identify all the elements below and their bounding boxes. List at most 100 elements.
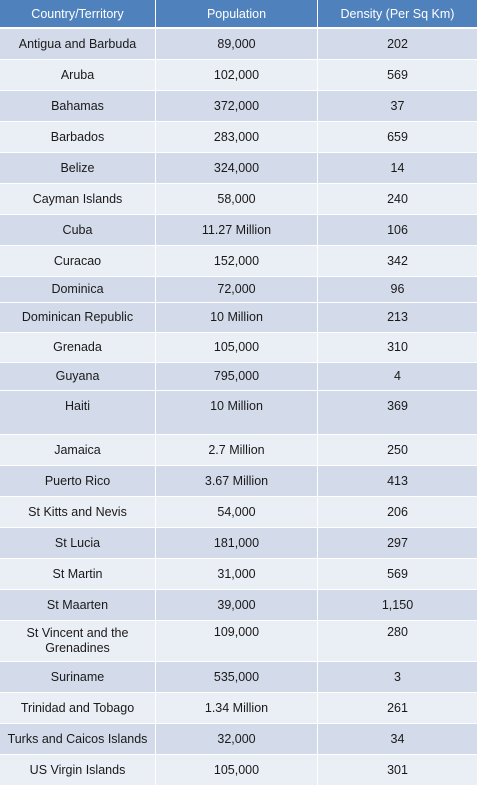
table-row: Aruba 102,000 569	[0, 60, 477, 91]
density-cell: 37	[318, 91, 477, 122]
density-cell: 261	[318, 693, 477, 724]
table-row: Trinidad and Tobago 1.34 Million 261	[0, 693, 477, 724]
population-cell: 283,000	[156, 122, 318, 153]
table-row: St Martin 31,000 569	[0, 559, 477, 590]
population-cell: 181,000	[156, 528, 318, 559]
population-cell: 11.27 Million	[156, 215, 318, 246]
population-cell: 152,000	[156, 246, 318, 277]
table-row: Bahamas 372,000 37	[0, 91, 477, 122]
population-cell: 58,000	[156, 184, 318, 215]
country-cell: Antigua and Barbuda	[0, 29, 156, 60]
population-cell: 795,000	[156, 363, 318, 391]
country-cell: St Martin	[0, 559, 156, 590]
header-row: Country/Territory Population Density (Pe…	[0, 0, 477, 29]
table-row: US Virgin Islands 105,000 301	[0, 755, 477, 786]
country-cell: Cuba	[0, 215, 156, 246]
population-cell: 102,000	[156, 60, 318, 91]
country-cell: St Kitts and Nevis	[0, 497, 156, 528]
table-row: Antigua and Barbuda 89,000 202	[0, 29, 477, 60]
country-cell: Bahamas	[0, 91, 156, 122]
country-cell: Suriname	[0, 662, 156, 693]
table-row: Curacao 152,000 342	[0, 246, 477, 277]
density-cell: 202	[318, 29, 477, 60]
table-row: Haiti 10 Million 369	[0, 391, 477, 435]
country-cell: Barbados	[0, 122, 156, 153]
country-line-2: Grenadines	[45, 641, 110, 655]
population-cell: 1.34 Million	[156, 693, 318, 724]
density-cell: 413	[318, 466, 477, 497]
table-row: Dominica 72,000 96	[0, 277, 477, 303]
population-cell: 72,000	[156, 277, 318, 303]
density-cell: 240	[318, 184, 477, 215]
population-cell: 105,000	[156, 755, 318, 786]
density-cell: 250	[318, 435, 477, 466]
density-cell: 213	[318, 303, 477, 333]
table-row: Cayman Islands 58,000 240	[0, 184, 477, 215]
population-cell: 105,000	[156, 333, 318, 363]
population-cell: 10 Million	[156, 391, 318, 435]
country-line-1: St Vincent and the	[26, 626, 129, 640]
header-population: Population	[156, 0, 318, 29]
density-cell: 310	[318, 333, 477, 363]
population-cell: 3.67 Million	[156, 466, 318, 497]
population-cell: 54,000	[156, 497, 318, 528]
country-cell: Trinidad and Tobago	[0, 693, 156, 724]
country-cell: Cayman Islands	[0, 184, 156, 215]
table-row: St Lucia 181,000 297	[0, 528, 477, 559]
table-row: Grenada 105,000 310	[0, 333, 477, 363]
table-row: St Kitts and Nevis 54,000 206	[0, 497, 477, 528]
density-cell: 342	[318, 246, 477, 277]
population-cell: 324,000	[156, 153, 318, 184]
population-cell: 109,000	[156, 621, 318, 662]
density-cell: 1,150	[318, 590, 477, 621]
density-cell: 569	[318, 60, 477, 91]
table-row: Barbados 283,000 659	[0, 122, 477, 153]
table-row: Jamaica 2.7 Million 250	[0, 435, 477, 466]
population-cell: 39,000	[156, 590, 318, 621]
density-cell: 106	[318, 215, 477, 246]
density-cell: 297	[318, 528, 477, 559]
table-row: St Vincent and the Grenadines 109,000 28…	[0, 621, 477, 662]
country-cell: Dominica	[0, 277, 156, 303]
density-cell: 14	[318, 153, 477, 184]
population-cell: 31,000	[156, 559, 318, 590]
density-cell: 280	[318, 621, 477, 662]
density-cell: 96	[318, 277, 477, 303]
population-cell: 89,000	[156, 29, 318, 60]
table-row: St Maarten 39,000 1,150	[0, 590, 477, 621]
country-cell: St Vincent and the Grenadines	[0, 621, 156, 662]
population-cell: 535,000	[156, 662, 318, 693]
header-country: Country/Territory	[0, 0, 156, 29]
population-cell: 10 Million	[156, 303, 318, 333]
country-cell: St Lucia	[0, 528, 156, 559]
country-cell: Guyana	[0, 363, 156, 391]
population-cell: 2.7 Million	[156, 435, 318, 466]
density-cell: 301	[318, 755, 477, 786]
country-cell: Dominican Republic	[0, 303, 156, 333]
table-row: Puerto Rico 3.67 Million 413	[0, 466, 477, 497]
country-cell: Jamaica	[0, 435, 156, 466]
table-row: Turks and Caicos Islands 32,000 34	[0, 724, 477, 755]
header-density: Density (Per Sq Km)	[318, 0, 477, 29]
country-cell: Turks and Caicos Islands	[0, 724, 156, 755]
country-cell: Haiti	[0, 391, 156, 435]
table-row: Suriname 535,000 3	[0, 662, 477, 693]
density-cell: 4	[318, 363, 477, 391]
country-cell: Puerto Rico	[0, 466, 156, 497]
table-row: Guyana 795,000 4	[0, 363, 477, 391]
population-cell: 32,000	[156, 724, 318, 755]
population-cell: 372,000	[156, 91, 318, 122]
table-row: Belize 324,000 14	[0, 153, 477, 184]
country-cell: Curacao	[0, 246, 156, 277]
density-cell: 659	[318, 122, 477, 153]
country-cell: Grenada	[0, 333, 156, 363]
density-cell: 369	[318, 391, 477, 435]
density-cell: 569	[318, 559, 477, 590]
table-row: Dominican Republic 10 Million 213	[0, 303, 477, 333]
country-cell: St Maarten	[0, 590, 156, 621]
density-cell: 34	[318, 724, 477, 755]
country-cell: US Virgin Islands	[0, 755, 156, 786]
density-cell: 3	[318, 662, 477, 693]
country-cell: Belize	[0, 153, 156, 184]
